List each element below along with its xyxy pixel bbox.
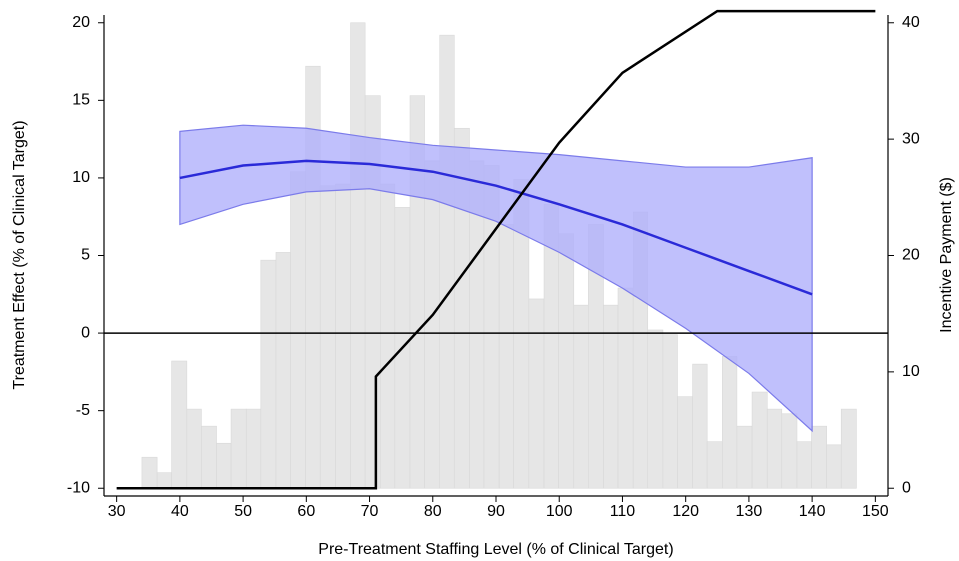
histogram-bar — [171, 360, 188, 489]
histogram-bar — [766, 408, 783, 489]
histogram-bar — [156, 472, 172, 489]
x-tick-label: 70 — [361, 503, 379, 520]
y-tick-label: 20 — [72, 14, 90, 31]
y2-tick-label: 40 — [902, 14, 920, 31]
histogram-bar — [201, 425, 217, 489]
histogram-bar — [662, 334, 678, 489]
histogram-bar — [245, 408, 262, 489]
x-tick-label: 60 — [297, 503, 315, 520]
histogram-bar — [290, 171, 306, 489]
y-tick-label: 10 — [72, 169, 90, 186]
histogram-bar — [722, 356, 738, 489]
x-tick-label: 110 — [610, 503, 636, 520]
histogram-bar — [840, 408, 857, 489]
histogram-bar — [319, 185, 336, 489]
histogram-bar — [350, 22, 366, 489]
x-tick-label: 80 — [424, 503, 442, 520]
histogram-bar — [498, 224, 515, 489]
x-tick-label: 140 — [799, 503, 826, 520]
x-tick-label: 120 — [672, 503, 699, 520]
y2-tick-label: 20 — [902, 247, 920, 264]
incentive-line — [116, 9, 876, 490]
histogram-bar — [781, 413, 798, 489]
x-tick-label: 40 — [171, 503, 189, 520]
histogram-bar — [677, 396, 693, 489]
y2-tick-label: 10 — [902, 363, 920, 380]
histogram-bar — [186, 408, 202, 489]
histogram-bar — [736, 425, 753, 489]
y2-axis-label: Incentive Payment ($) — [938, 177, 955, 333]
histogram-bar — [528, 298, 545, 489]
histogram-bar — [826, 444, 842, 489]
confidence-band — [179, 124, 813, 433]
histogram-bar — [617, 287, 634, 489]
histogram-bar — [692, 363, 708, 489]
y2-tick-label: 30 — [902, 130, 920, 147]
histogram-bar — [335, 183, 351, 489]
histogram-bar — [230, 408, 247, 489]
x-tick-label: 30 — [108, 503, 126, 520]
y-tick-label: 0 — [81, 324, 90, 341]
histogram-bar — [558, 233, 575, 489]
y-axis-label: Treatment Effect (% of Clinical Target) — [11, 120, 28, 389]
x-tick-label: 100 — [546, 503, 573, 520]
histogram-bar — [275, 252, 291, 489]
histogram-bar — [424, 160, 441, 489]
x-tick-label: 50 — [234, 503, 252, 520]
x-tick-label: 90 — [487, 503, 505, 520]
histogram-bar — [796, 441, 812, 489]
histogram-bar — [141, 456, 158, 489]
histogram-bar — [811, 425, 827, 489]
y-tick-label: -10 — [67, 479, 90, 496]
y-tick-label: -5 — [76, 402, 90, 419]
y2-tick-label: 0 — [902, 479, 911, 496]
histogram-bar — [647, 329, 664, 489]
y-tick-label: 5 — [81, 247, 90, 264]
x-tick-label: 130 — [736, 503, 763, 520]
histogram-bar — [706, 441, 723, 489]
x-axis-label: Pre-Treatment Staffing Level (% of Clini… — [318, 541, 673, 558]
y-tick-label: 15 — [72, 92, 90, 109]
histogram-bar — [379, 183, 396, 489]
histogram-bar — [216, 442, 232, 489]
histogram-bar — [439, 34, 455, 489]
histogram-bar — [751, 391, 768, 489]
x-tick-label: 150 — [862, 503, 889, 520]
effect-line — [179, 159, 813, 296]
histogram-bar — [260, 259, 277, 489]
